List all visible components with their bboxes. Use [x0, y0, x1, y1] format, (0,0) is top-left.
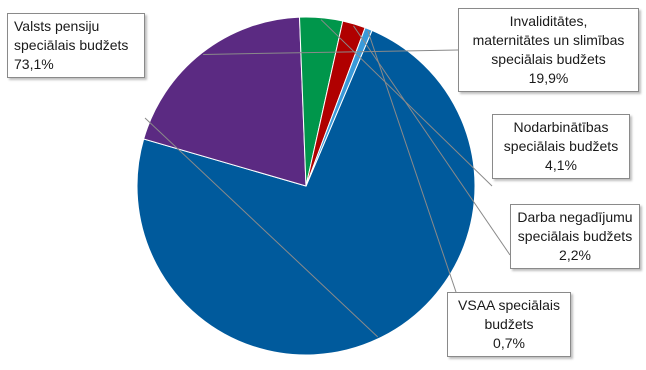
- data-label-invaliditates: Invaliditātes, maternitātes un slimības …: [458, 8, 639, 92]
- label-line: speciālais budžets: [14, 36, 138, 55]
- label-line: budžets: [454, 315, 564, 334]
- pie-slices: [137, 17, 475, 355]
- data-label-darba-negadijumu: Darba negadījumu speciālais budžets 2,2%: [510, 204, 640, 269]
- label-value: 19,9%: [465, 69, 632, 88]
- label-value: 73,1%: [14, 55, 138, 74]
- label-value: 0,7%: [454, 334, 564, 353]
- label-line: Invaliditātes,: [465, 12, 632, 31]
- label-value: 2,2%: [517, 246, 633, 265]
- label-line: speciālais budžets: [465, 50, 632, 69]
- label-line: speciālais budžets: [499, 137, 623, 156]
- label-line: VSAA speciālais: [454, 296, 564, 315]
- label-line: Darba negadījumu: [517, 208, 633, 227]
- label-line: Valsts pensiju: [14, 17, 138, 36]
- data-label-vsaa: VSAA speciālais budžets 0,7%: [447, 292, 571, 357]
- label-line: Nodarbinātības: [499, 118, 623, 137]
- label-value: 4,1%: [499, 156, 623, 175]
- label-line: speciālais budžets: [517, 227, 633, 246]
- data-label-nodarbinatibas: Nodarbinātības speciālais budžets 4,1%: [492, 114, 630, 179]
- data-label-valsts-pensiju: Valsts pensiju speciālais budžets 73,1%: [7, 13, 145, 78]
- label-line: maternitātes un slimības: [465, 31, 632, 50]
